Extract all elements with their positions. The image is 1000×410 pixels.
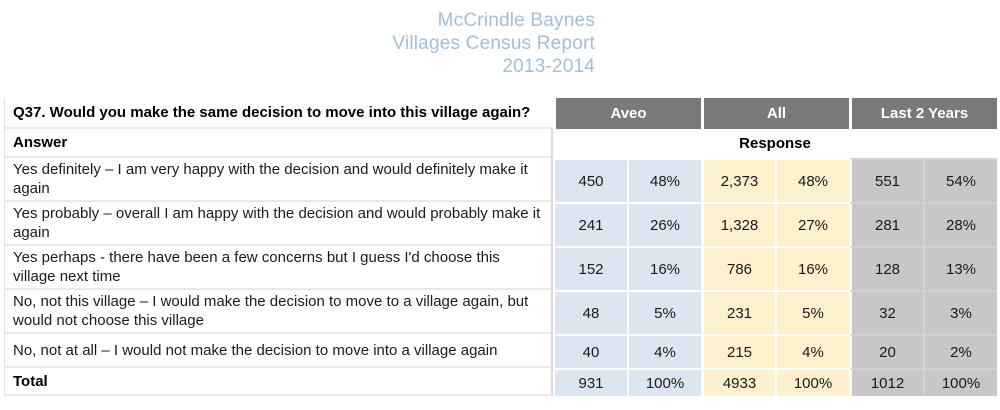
all-count-cell: 231 [701,290,775,334]
last2-count-cell: 20 [849,334,924,368]
aveo-total-count-cell: 931 [553,368,627,396]
report-title: McCrindle Baynes Villages Census Report … [0,9,595,78]
last2-total-count-cell: 1012 [849,368,924,396]
last2-count-cell: 551 [849,158,924,202]
report-title-line-2: Villages Census Report [392,33,595,54]
all-total-percent-cell: 100% [775,368,850,396]
group-header-aveo: Aveo [553,98,701,129]
subheader-row: Answer Response [4,129,998,158]
table-header-row: Q37. Would you make the same decision to… [4,98,998,129]
question-cell: Q37. Would you make the same decision to… [4,98,553,129]
last2-total-percent-cell: 100% [923,368,998,396]
answer-header-cell: Answer [4,129,553,158]
total-label-cell: Total [4,368,553,396]
table-row: No, not at all – I would not make the de… [4,334,998,368]
table-row: No, not this village – I would make the … [4,290,998,334]
group-header-all: All [701,98,850,129]
last2-percent-cell: 13% [923,246,998,290]
answer-cell: Yes perhaps - there have been a few conc… [4,246,553,290]
q37-response-table: Q37. Would you make the same decision to… [4,98,998,396]
answer-cell: No, not this village – I would make the … [4,290,553,334]
total-row: Total 931 100% 4933 100% 1012 100% [4,368,998,396]
all-percent-cell: 4% [775,334,850,368]
all-count-cell: 215 [701,334,775,368]
all-count-cell: 786 [701,246,775,290]
aveo-percent-cell: 48% [627,158,701,202]
last2-percent-cell: 3% [923,290,998,334]
report-title-line-1: McCrindle Baynes [437,10,595,31]
last2-percent-cell: 54% [923,158,998,202]
all-percent-cell: 27% [775,202,850,246]
table-row: Yes probably – overall I am happy with t… [4,202,998,246]
last2-percent-cell: 28% [923,202,998,246]
table-row: Yes perhaps - there have been a few conc… [4,246,998,290]
table-row: Yes definitely – I am very happy with th… [4,158,998,202]
group-header-last-2-years: Last 2 Years [849,98,998,129]
last2-count-cell: 281 [849,202,924,246]
aveo-count-cell: 152 [553,246,627,290]
aveo-percent-cell: 26% [627,202,701,246]
report-title-line-3: 2013-2014 [502,56,595,77]
aveo-total-percent-cell: 100% [627,368,701,396]
aveo-count-cell: 48 [553,290,627,334]
aveo-count-cell: 241 [553,202,627,246]
last2-percent-cell: 2% [923,334,998,368]
aveo-count-cell: 40 [553,334,627,368]
all-percent-cell: 48% [775,158,850,202]
all-count-cell: 2,373 [701,158,775,202]
last2-count-cell: 128 [849,246,924,290]
all-percent-cell: 5% [775,290,850,334]
response-header-cell: Response [553,129,998,158]
last2-count-cell: 32 [849,290,924,334]
all-percent-cell: 16% [775,246,850,290]
aveo-count-cell: 450 [553,158,627,202]
answer-cell: Yes definitely – I am very happy with th… [4,158,553,202]
answer-cell: No, not at all – I would not make the de… [4,334,553,368]
aveo-percent-cell: 5% [627,290,701,334]
aveo-percent-cell: 16% [627,246,701,290]
all-count-cell: 1,328 [701,202,775,246]
answer-cell: Yes probably – overall I am happy with t… [4,202,553,246]
aveo-percent-cell: 4% [627,334,701,368]
all-total-count-cell: 4933 [701,368,775,396]
